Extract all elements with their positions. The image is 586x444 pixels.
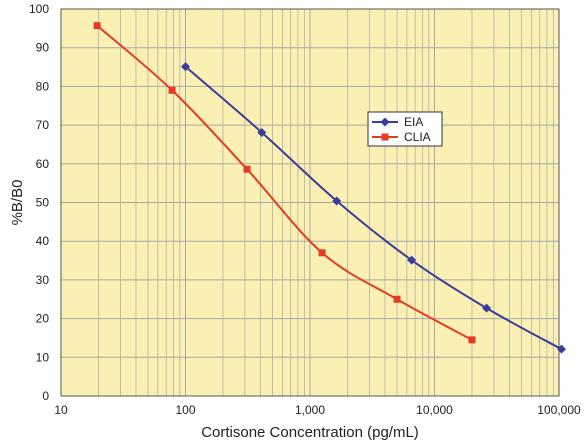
y-tick-label: 10	[36, 350, 50, 364]
legend-label-clia: CLIA	[404, 130, 431, 144]
series-layer	[93, 22, 567, 354]
y-axis-label: %B/B0	[9, 180, 26, 226]
y-tick-label: 90	[36, 41, 50, 55]
plot-frame	[60, 8, 560, 397]
data-point-eia	[257, 127, 267, 137]
x-tick-label: 100,000	[537, 403, 581, 417]
x-tick-label: 1,000	[295, 403, 325, 417]
data-point-eia	[482, 303, 492, 313]
legend-marker-clia	[381, 133, 389, 141]
series-clia	[93, 22, 476, 344]
legend-label-eia: EIA	[404, 115, 423, 129]
x-axis-label: Cortisone Concentration (pg/mL)	[201, 424, 419, 441]
data-point-clia	[468, 336, 476, 344]
data-point-clia	[243, 165, 251, 173]
data-point-eia	[332, 196, 342, 206]
data-point-eia	[557, 344, 567, 354]
data-point-clia	[93, 22, 101, 30]
y-tick-label: 80	[36, 79, 50, 93]
y-tick-label: 0	[42, 389, 49, 403]
series-line-clia	[96, 24, 473, 341]
legend-marker-eia	[380, 117, 390, 127]
data-point-eia	[181, 62, 190, 72]
y-tick-label: 70	[36, 118, 50, 132]
grid	[60, 8, 560, 397]
y-tick-label: 20	[36, 312, 50, 326]
data-point-eia	[407, 255, 417, 265]
series-eia	[181, 62, 567, 354]
legend-box	[367, 111, 443, 147]
x-tick-label: 10,000	[416, 403, 453, 417]
data-point-clia	[168, 86, 176, 94]
y-tick-label: 30	[36, 273, 50, 287]
y-tick-label: 40	[36, 234, 50, 248]
tick-labels: 0 10 20 30 40 50 60 70 80 90 100 10 100 1,000 10,000 10…	[29, 2, 581, 417]
x-tick-label: 10	[54, 403, 68, 417]
series-line-eia	[184, 65, 563, 351]
y-tick-label: 100	[29, 2, 49, 16]
y-tick-label: 60	[36, 157, 50, 171]
data-point-clia	[318, 249, 326, 257]
x-tick-label: 100	[175, 403, 195, 417]
y-tick-label: 50	[36, 196, 50, 210]
data-point-clia	[393, 295, 401, 303]
